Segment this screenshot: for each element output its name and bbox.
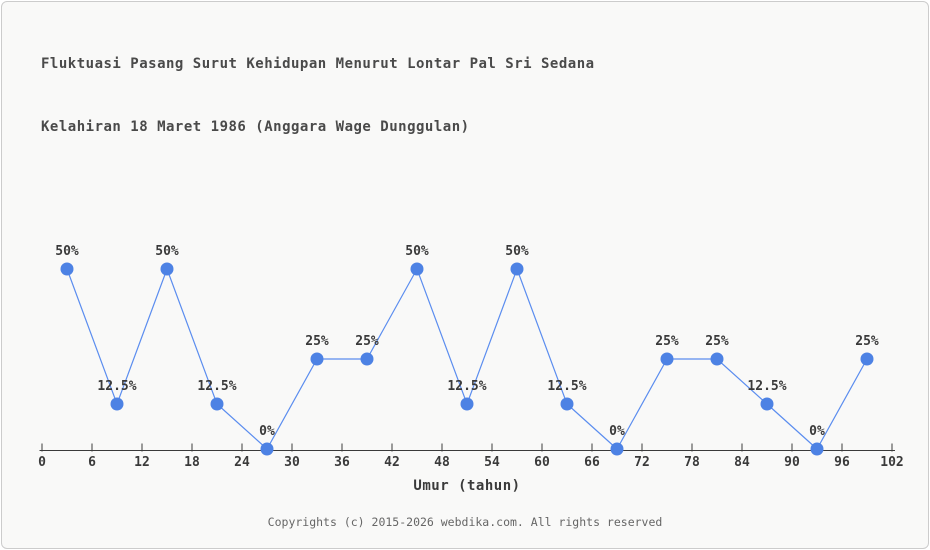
data-point-label: 25% bbox=[305, 334, 329, 349]
x-axis-tick-label: 60 bbox=[534, 455, 550, 470]
data-point-label: 25% bbox=[655, 334, 679, 349]
data-point-label: 50% bbox=[155, 244, 179, 259]
data-point bbox=[160, 262, 174, 276]
x-axis-tick-label: 84 bbox=[734, 455, 750, 470]
data-point-label: 12.5% bbox=[197, 379, 236, 394]
data-point bbox=[110, 397, 124, 411]
x-axis-tick-label: 54 bbox=[484, 455, 500, 470]
x-axis-title: Umur (tahun) bbox=[413, 478, 520, 494]
x-axis-tick-label: 12 bbox=[134, 455, 150, 470]
x-axis-tick-label: 72 bbox=[634, 455, 650, 470]
data-point bbox=[310, 352, 324, 366]
data-line bbox=[66, 267, 868, 450]
x-axis-tick-label: 90 bbox=[784, 455, 800, 470]
chart-title-line2: Kelahiran 18 Maret 1986 (Anggara Wage Du… bbox=[41, 119, 470, 135]
data-point bbox=[210, 397, 224, 411]
data-point-label: 12.5% bbox=[97, 379, 136, 394]
data-point bbox=[60, 262, 74, 276]
data-point bbox=[460, 397, 474, 411]
copyright-text: Copyrights (c) 2015-2026 webdika.com. Al… bbox=[267, 515, 663, 529]
data-point-label: 25% bbox=[705, 334, 729, 349]
data-point-label: 0% bbox=[609, 424, 625, 439]
data-point bbox=[860, 352, 874, 366]
x-axis-tick-label: 24 bbox=[234, 455, 250, 470]
chart-title-line1: Fluktuasi Pasang Surut Kehidupan Menurut… bbox=[41, 56, 595, 72]
x-axis-tick-label: 96 bbox=[834, 455, 850, 470]
data-point bbox=[710, 352, 724, 366]
data-point bbox=[410, 262, 424, 276]
data-point bbox=[510, 262, 524, 276]
x-axis-tick-label: 36 bbox=[334, 455, 350, 470]
x-axis-tick-label: 66 bbox=[584, 455, 600, 470]
data-point bbox=[610, 442, 624, 456]
x-axis-tick-label: 0 bbox=[38, 455, 46, 470]
data-point-label: 50% bbox=[505, 244, 529, 259]
data-point-label: 12.5% bbox=[747, 379, 786, 394]
x-axis-tick-label: 48 bbox=[434, 455, 450, 470]
data-point-label: 25% bbox=[355, 334, 379, 349]
data-point bbox=[560, 397, 574, 411]
x-axis-tick-label: 30 bbox=[284, 455, 300, 470]
x-axis-tick-label: 18 bbox=[184, 455, 200, 470]
chart-title: Fluktuasi Pasang Surut Kehidupan Menurut… bbox=[41, 12, 595, 180]
line-chart: 0 6 12 18 24 30 36 42 48 54 60 66 72 78 84 90 96 102 Umur … bbox=[38, 244, 904, 494]
data-point-label: 50% bbox=[405, 244, 429, 259]
data-point-label: 0% bbox=[809, 424, 825, 439]
data-point-label: 25% bbox=[855, 334, 879, 349]
data-point bbox=[660, 352, 674, 366]
data-point bbox=[360, 352, 374, 366]
data-point-label: 0% bbox=[259, 424, 275, 439]
data-point bbox=[760, 397, 774, 411]
x-axis-tick-label: 42 bbox=[384, 455, 400, 470]
x-axis-tick-label: 102 bbox=[880, 455, 903, 470]
x-axis-tick-label: 6 bbox=[88, 455, 96, 470]
data-point bbox=[260, 442, 274, 456]
data-point-label: 50% bbox=[55, 244, 79, 259]
x-axis-tick-label: 78 bbox=[684, 455, 700, 470]
data-point-label: 12.5% bbox=[547, 379, 586, 394]
data-point-label: 12.5% bbox=[447, 379, 486, 394]
data-point bbox=[810, 442, 824, 456]
